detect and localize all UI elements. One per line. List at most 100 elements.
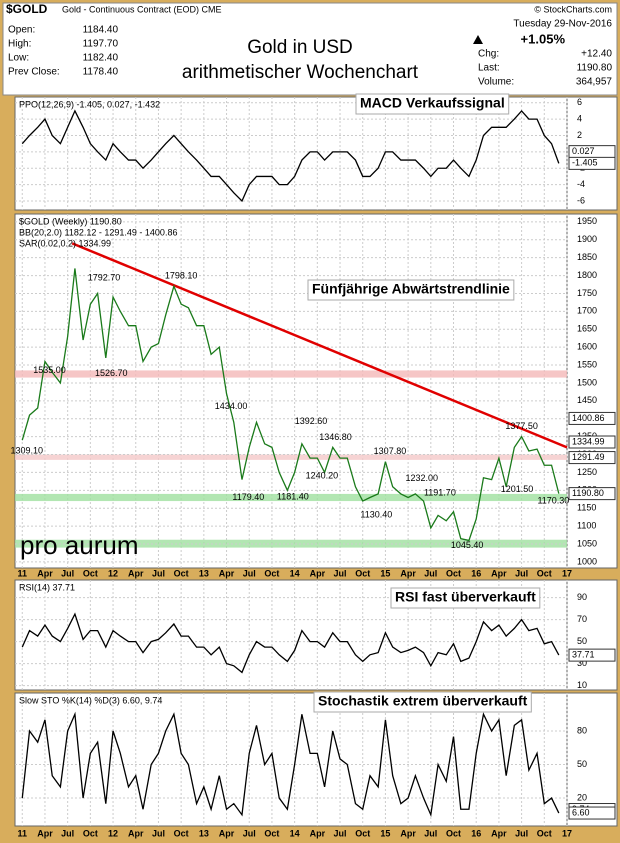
axis-strip [566, 213, 618, 569]
quote-label: Volume: [478, 77, 514, 88]
quote-value: 1182.40 [83, 53, 119, 64]
instrument: Gold - Continuous Contract (EOD) CME [62, 4, 222, 14]
x-tick-label: Jul [424, 828, 437, 838]
x-tick-label: Oct [537, 828, 552, 838]
price-label: 1392.60 [295, 416, 328, 426]
x-tick-label: Jul [334, 568, 347, 578]
x-tick-label: Jul [424, 568, 437, 578]
x-tick-label: Apr [491, 568, 507, 578]
header-box [2, 2, 618, 96]
x-tick-label: Apr [37, 828, 53, 838]
x-tick-label: Jul [515, 568, 528, 578]
x-tick-label: 11 [18, 828, 28, 838]
annotation: Fünfjährige Abwärtstrendlinie [312, 281, 510, 297]
annotation-box [313, 691, 532, 713]
value-box [568, 451, 616, 465]
value-box [568, 806, 616, 820]
quote-label: Last: [478, 63, 500, 74]
y-tick-label: 2 [577, 130, 582, 140]
price-label: 1181.40 [277, 491, 309, 501]
annotation-box [355, 93, 510, 115]
x-tick-label: Jul [334, 828, 347, 838]
price-label: 1309.10 [11, 446, 44, 456]
logo: pro aurum [20, 530, 139, 560]
price-label: 1170.30 [537, 495, 569, 505]
quote-value: +12.40 [581, 49, 612, 60]
panel-title: PPO(12,26,9) -1.405, 0.027, -1.432 [19, 99, 160, 109]
price-label: 1232.00 [405, 473, 438, 483]
panel [14, 692, 568, 827]
series-line [21, 109, 560, 203]
panel [14, 96, 568, 211]
annotation: Stochastik extrem überverkauft [318, 693, 528, 709]
trendline [71, 242, 568, 449]
price-label: 1346.80 [319, 432, 352, 442]
zone [15, 370, 567, 378]
up-arrow [473, 35, 483, 44]
price-label: 1307.80 [374, 446, 407, 456]
price-label: 1191.70 [424, 488, 456, 498]
y-tick-label: 1250 [577, 467, 597, 477]
x-tick-label: Oct [446, 568, 461, 578]
y-tick-label: 1800 [577, 270, 597, 280]
price-label: 1792.70 [88, 273, 121, 283]
value-label: 6.60 [572, 807, 590, 817]
x-tick-label: Apr [37, 568, 53, 578]
y-tick-label: 80 [577, 725, 587, 735]
value-label: -1.405 [572, 158, 598, 168]
x-tick-label: Oct [355, 568, 370, 578]
zone [15, 493, 567, 502]
x-tick-label: 17 [562, 828, 572, 838]
quote-label: Low: [8, 53, 29, 64]
x-tick-label: Oct [264, 568, 279, 578]
x-tick-label: Oct [264, 828, 279, 838]
value-label: 1334.99 [572, 436, 605, 446]
value-label: 1291.49 [572, 452, 605, 462]
change-pct: +1.05% [521, 31, 566, 46]
x-tick-label: 15 [380, 568, 390, 578]
y-tick-label: 50 [577, 636, 587, 646]
x-tick-label: 16 [471, 828, 481, 838]
x-tick-label: 12 [108, 828, 118, 838]
value-box [568, 435, 616, 449]
price-label: 1434.00 [215, 401, 248, 411]
source: © StockCharts.com [534, 4, 612, 14]
x-tick-label: Oct [446, 828, 461, 838]
price-label: 1201.50 [501, 484, 534, 494]
y-tick-label: 1900 [577, 234, 597, 244]
y-tick-label: -4 [577, 179, 585, 189]
x-tick-label: 13 [199, 828, 209, 838]
x-tick-label: 11 [18, 568, 28, 578]
x-tick-label: 16 [471, 568, 481, 578]
x-tick-label: Oct [83, 568, 98, 578]
value-box [568, 648, 616, 662]
x-tick-label: Oct [174, 828, 189, 838]
x-tick-label: Jul [515, 828, 528, 838]
x-tick-label: Jul [61, 828, 74, 838]
panel-title: RSI(14) 37.71 [19, 582, 75, 592]
y-tick-label: 90 [577, 592, 587, 602]
y-tick-label: 1100 [577, 520, 596, 530]
y-tick-label: 1500 [577, 377, 597, 387]
x-tick-label: Oct [355, 828, 370, 838]
annotation-box [390, 587, 541, 609]
x-tick-label: 17 [562, 568, 572, 578]
annotation: RSI fast überverkauft [395, 589, 536, 605]
value-box [568, 156, 616, 170]
x-tick-label: 15 [380, 828, 390, 838]
title: Gold in USD [247, 37, 353, 58]
value-label: 1400.86 [572, 413, 605, 423]
x-tick-label: Apr [491, 828, 507, 838]
x-tick-label: Apr [128, 568, 144, 578]
value-label: 37.71 [572, 649, 595, 659]
y-tick-label: 10 [577, 680, 587, 690]
x-tick-label: Oct [174, 568, 189, 578]
y-tick-label: 1600 [577, 342, 597, 352]
value-label: 0.027 [572, 146, 595, 156]
subtitle: arithmetischer Wochenchart [182, 62, 419, 83]
zone [15, 454, 567, 460]
axis-strip [566, 579, 618, 691]
series-line [21, 711, 560, 818]
y-tick-label: 30 [577, 658, 587, 668]
